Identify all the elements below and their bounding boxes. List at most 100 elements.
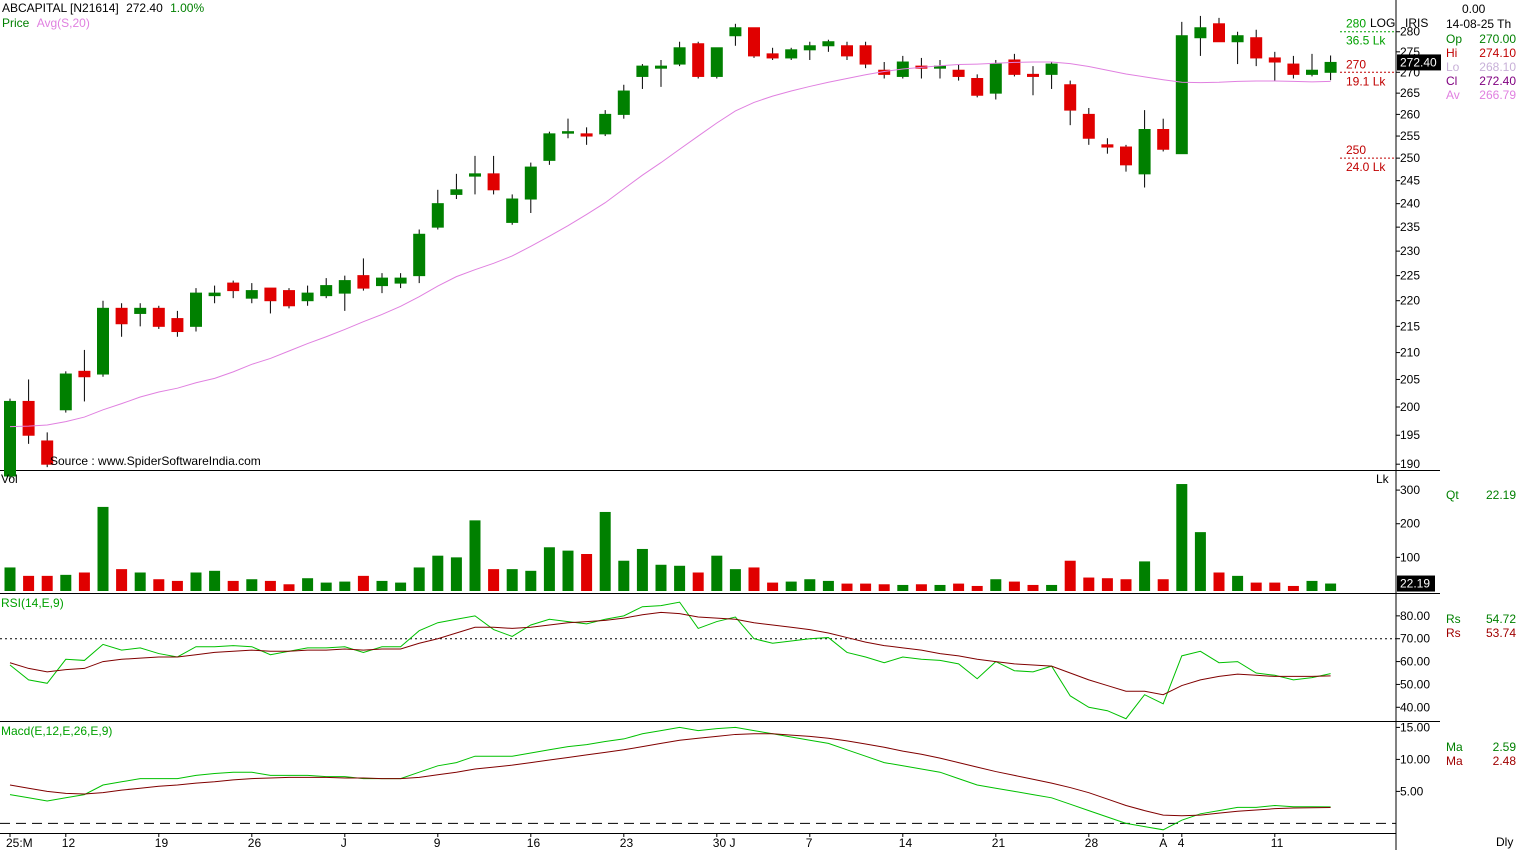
rsi-panel-label: RSI(14,E,9) — [1, 596, 64, 610]
vol-bar — [971, 585, 983, 591]
vol-bar — [78, 572, 90, 591]
ohlc-value: 272.40 — [1479, 74, 1516, 88]
x-tick-label: J — [341, 836, 347, 850]
vol-bar — [822, 580, 834, 591]
price-tick-label: 235 — [1400, 220, 1420, 234]
price-tick-label: 205 — [1400, 372, 1420, 386]
qt-value: 22.19 — [1485, 488, 1516, 502]
vol-bar — [23, 575, 35, 591]
candle-body — [264, 287, 277, 302]
vol-bar — [1194, 532, 1206, 591]
macd-signal-line — [9, 733, 1331, 817]
candle-body — [1268, 57, 1281, 63]
vol-bar — [1101, 578, 1113, 591]
price-tick-label: 215 — [1400, 319, 1420, 333]
vol-tick-label: 300 — [1400, 483, 1420, 497]
candle-body — [469, 173, 481, 177]
last-price-tag-text: 272.40 — [1400, 55, 1437, 69]
macd-ma2-label: Ma — [1446, 754, 1463, 768]
log-scale-toggle[interactable]: LOG — [1370, 16, 1396, 30]
vol-bar — [692, 572, 704, 591]
candle-body — [524, 166, 537, 200]
vol-bar — [1325, 583, 1337, 591]
vol-bar — [1083, 577, 1095, 591]
candle-body — [190, 292, 202, 327]
vol-bar — [655, 564, 667, 591]
price-tick-label: 245 — [1400, 174, 1420, 188]
candle-body — [487, 173, 500, 191]
last-price: 272.40 — [126, 1, 163, 15]
candle-body — [1231, 35, 1244, 43]
price-tick-label: 195 — [1400, 428, 1420, 442]
candle-body — [208, 292, 221, 297]
vol-bar — [506, 569, 518, 591]
vol-bar — [153, 579, 165, 591]
candle-body — [1157, 129, 1170, 150]
candle-body — [1306, 69, 1318, 75]
x-tick-label: 16 — [527, 836, 541, 850]
candle-body — [1045, 63, 1058, 75]
vol-bar — [599, 511, 611, 591]
candle-body — [729, 27, 742, 37]
rsi-rs1-value: 54.72 — [1485, 612, 1516, 626]
ohlc-label: Hi — [1446, 46, 1458, 60]
candle-body — [543, 133, 556, 161]
rsi-rs2-label: Rs — [1446, 626, 1461, 640]
vol-bar — [1157, 579, 1169, 591]
x-tick-label: 28 — [1085, 836, 1099, 850]
vol-last-tag-text: 22.19 — [1400, 577, 1430, 591]
last-price-tag — [1397, 54, 1441, 71]
vol-bar — [1139, 561, 1151, 591]
vol-tick-label: 200 — [1400, 517, 1420, 531]
legend-price: Price — [2, 16, 30, 30]
candle-body — [766, 53, 779, 59]
x-tick-label: 7 — [806, 836, 813, 850]
candle-body — [636, 65, 649, 77]
candle-body — [710, 47, 723, 77]
rsi-rs2-value: 53.74 — [1485, 626, 1516, 640]
brand-label: IRIS — [1405, 16, 1429, 30]
vol-bar — [97, 506, 109, 591]
x-tick-label: 25:M — [6, 836, 33, 850]
vol-bar — [283, 584, 295, 591]
price-tick-label: 190 — [1400, 457, 1420, 471]
ohlc-label: Op — [1446, 32, 1463, 46]
vol-bar — [1176, 484, 1188, 591]
candle-body — [859, 45, 872, 65]
rsi-tick-label: 70.00 — [1400, 632, 1430, 646]
vol-bar — [190, 572, 202, 591]
level-volume-label: 36.5 Lk — [1346, 34, 1386, 48]
top-value: 0.00 — [1462, 2, 1486, 16]
price-tick-label: 265 — [1400, 86, 1420, 100]
x-tick-label: 21 — [992, 836, 1006, 850]
candle-body — [41, 440, 54, 465]
x-tick-label: A — [1159, 836, 1167, 850]
candle-body — [822, 41, 835, 47]
candle-body — [841, 45, 853, 57]
legend-avg: Avg(S,20) — [36, 16, 90, 30]
x-tick-label: 19 — [155, 836, 169, 850]
ohlc-value: 268.10 — [1479, 60, 1516, 74]
vol-bar — [953, 583, 965, 591]
candle-body — [599, 113, 612, 135]
vol-bar — [469, 520, 481, 591]
vol-bar — [543, 547, 555, 591]
candle-body — [1287, 63, 1300, 75]
candle-body — [1213, 23, 1225, 43]
vol-bar — [413, 567, 425, 591]
ohlc-label: Cl — [1446, 74, 1458, 88]
ohlc-value: 270.00 — [1479, 32, 1516, 46]
vol-bar — [860, 583, 872, 591]
candle-body — [97, 307, 109, 375]
candle-body — [171, 318, 184, 333]
candle-body — [376, 277, 388, 287]
period-label[interactable]: Dly — [1496, 835, 1514, 849]
x-tick-label: 26 — [248, 836, 262, 850]
vol-bar — [395, 582, 407, 591]
vol-last-tag — [1397, 575, 1435, 592]
vol-bar — [376, 580, 388, 591]
candle-body — [655, 65, 667, 69]
vol-bar — [339, 581, 351, 591]
vol-bar — [804, 579, 816, 591]
